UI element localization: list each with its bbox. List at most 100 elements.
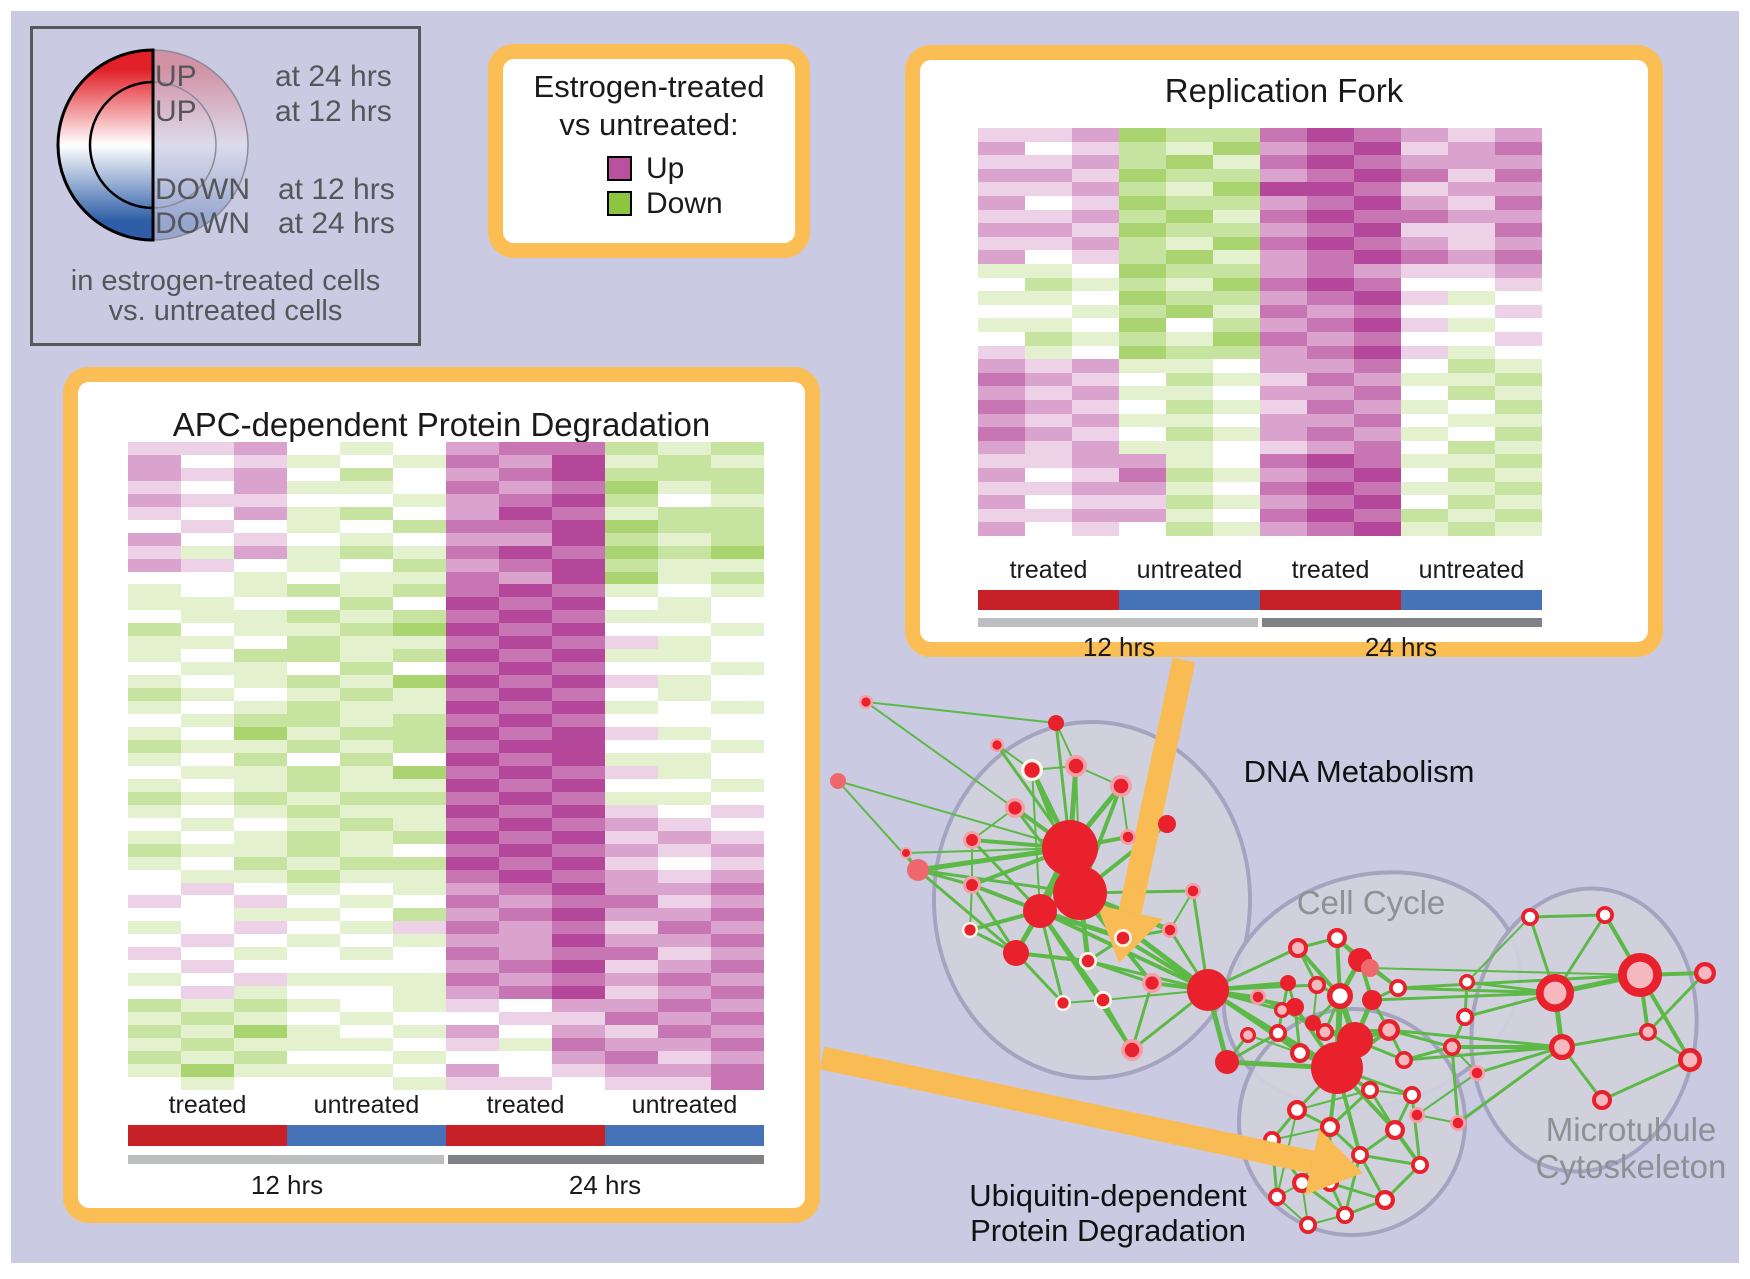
heatmap-cell	[1495, 345, 1542, 360]
heatmap-cell	[658, 908, 711, 922]
heatmap-cell	[711, 454, 764, 468]
heatmap-cell	[658, 467, 711, 481]
heatmap-cell	[340, 1064, 393, 1078]
heatmap-cell	[605, 1038, 658, 1052]
heatmap-cell	[1448, 495, 1495, 509]
heatmap-cell	[234, 597, 287, 611]
heatmap-cell	[340, 778, 393, 792]
network-node	[1268, 1188, 1287, 1207]
heatmap-cell	[234, 804, 287, 818]
condition-label: untreated	[1136, 556, 1243, 584]
heatmap-cell	[499, 843, 552, 857]
heatmap-cell	[340, 869, 393, 883]
heatmap-cell	[1307, 331, 1354, 346]
heatmap-cell	[1448, 454, 1495, 468]
heatmap-cell	[1495, 277, 1542, 292]
heatmap-cell	[711, 947, 764, 961]
heatmap-cell	[181, 1077, 234, 1090]
network-edge	[1416, 1072, 1478, 1116]
heatmap-cell	[181, 869, 234, 883]
heatmap-cell	[446, 960, 499, 974]
heatmap-cell	[234, 726, 287, 740]
heatmap-cell	[340, 1038, 393, 1052]
heatmap-cell	[128, 1077, 181, 1090]
heatmap-cell	[658, 765, 711, 779]
heatmap-cell	[340, 739, 393, 753]
heatmap-cell	[1072, 155, 1119, 169]
heatmap-cell	[393, 1025, 446, 1039]
network-node	[1678, 1048, 1703, 1073]
heatmap-cell	[181, 999, 234, 1013]
heatmap-cell	[393, 1064, 446, 1078]
heatmap-cell	[446, 1038, 499, 1052]
heatmap-cell	[978, 182, 1025, 196]
heatmap-cell	[711, 986, 764, 1000]
network-edge	[1130, 981, 1154, 1052]
heatmap-cell	[658, 830, 711, 844]
heatmap-cell	[658, 778, 711, 792]
heatmap-cell	[711, 817, 764, 831]
panel-title: Replication Fork	[1164, 72, 1404, 109]
cluster-label-ubiquitin-degradation: Ubiquitin-dependent Protein Degradation	[969, 1178, 1247, 1248]
heatmap-cell	[446, 584, 499, 598]
heatmap-cell	[552, 869, 605, 883]
heatmap-cell	[128, 545, 181, 559]
network-node	[1336, 1206, 1355, 1225]
heatmap-cell	[340, 726, 393, 740]
heatmap-cell	[1448, 141, 1495, 156]
heatmap-cell	[978, 291, 1025, 305]
heatmap-cell	[1166, 318, 1213, 332]
heatmap-cell	[446, 817, 499, 831]
heatmap-cell	[340, 480, 393, 494]
heatmap-cell	[978, 372, 1025, 387]
heatmap-cell	[393, 947, 446, 961]
heatmap-cell	[658, 973, 711, 987]
heatmap-cell	[1025, 427, 1072, 441]
heatmap-cell	[1401, 209, 1448, 224]
heatmap-cell	[978, 495, 1025, 509]
heatmap-cell	[711, 623, 764, 637]
arrow-head-apc-to-ubiquitin	[1305, 1129, 1363, 1195]
heatmap-cell	[1448, 223, 1495, 237]
heatmap-cell	[446, 623, 499, 637]
heatmap-cell	[1448, 236, 1495, 251]
ring-right-half	[152, 49, 249, 241]
heatmap-cell	[287, 480, 340, 494]
heatmap-cell	[658, 934, 711, 948]
heatmap-cell	[287, 843, 340, 857]
heatmap-cell	[1260, 182, 1307, 196]
heatmap-cell	[234, 986, 287, 1000]
heatmap-cell	[287, 610, 340, 624]
heatmap-cell	[1260, 304, 1307, 319]
timepoint-label-row: 12 hrs 24 hrs	[978, 632, 1542, 662]
heatmap-cell	[605, 636, 658, 650]
network-node	[1411, 1156, 1430, 1175]
heatmap-cell	[446, 480, 499, 494]
heatmap-cell	[1354, 236, 1401, 251]
heatmap-cell	[340, 610, 393, 624]
heatmap-cell	[340, 882, 393, 896]
heatmap-cell	[340, 1012, 393, 1026]
heatmap-cell	[552, 804, 605, 818]
heatmap-cell	[287, 1077, 340, 1090]
heatmap-cell	[1354, 440, 1401, 455]
heatmap-cell	[446, 765, 499, 779]
heatmap-cell	[605, 778, 658, 792]
heatmap-cell	[128, 921, 181, 935]
heatmap-cell	[393, 830, 446, 844]
heatmap-cell	[1260, 467, 1307, 482]
heatmap-cell	[711, 830, 764, 844]
heatmap-cell	[128, 843, 181, 857]
heatmap-cell	[393, 610, 446, 624]
heatmap-cell	[393, 960, 446, 974]
heatmap-cell	[711, 1077, 764, 1090]
heatmap-cell	[181, 739, 234, 753]
heatmap-cell	[1354, 495, 1401, 509]
heatmap-cell	[287, 506, 340, 520]
heatmap-cell	[287, 519, 340, 533]
heatmap-cell	[605, 545, 658, 559]
heatmap-cell	[605, 765, 658, 779]
heatmap-cell	[711, 636, 764, 650]
heatmap-cell	[287, 649, 340, 663]
heatmap-cell	[552, 662, 605, 676]
